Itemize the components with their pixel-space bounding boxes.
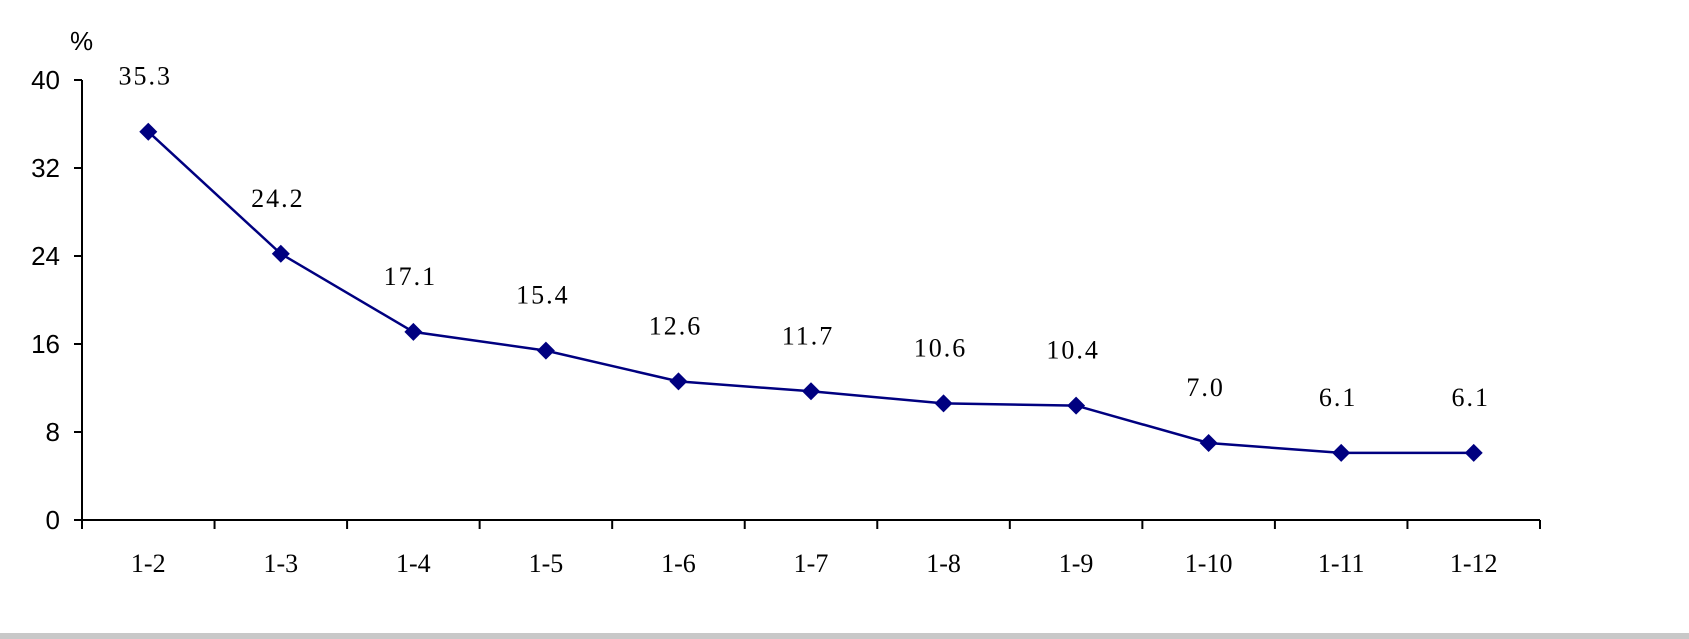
y-tick-label: 16 xyxy=(31,329,60,359)
data-point-marker xyxy=(802,382,820,401)
data-point-marker xyxy=(1199,434,1218,452)
y-axis-unit-label: % xyxy=(70,26,93,56)
x-tick-label: 1-3 xyxy=(263,549,298,578)
x-axis-ticks: 1-2 1-3 1-4 1-5 1-6 1-7 1-8 1-9 1-10 1-11 1-12 xyxy=(81,520,1541,578)
data-label: 12.6 xyxy=(649,311,703,340)
data-label: 7.0 xyxy=(1186,373,1225,402)
data-label: 24.2 xyxy=(251,184,305,213)
x-tick-label: 1-7 xyxy=(794,549,829,578)
data-label: 10.4 xyxy=(1046,336,1100,365)
x-tick-label: 1-2 xyxy=(131,549,166,578)
data-label: 6.1 xyxy=(1451,383,1490,412)
x-tick-label: 1-11 xyxy=(1318,549,1365,578)
data-series xyxy=(139,122,1483,462)
data-point-marker xyxy=(669,372,688,391)
x-tick-label: 1-10 xyxy=(1185,549,1233,578)
data-point-marker xyxy=(934,394,953,413)
data-label: 35.3 xyxy=(119,62,173,91)
axes xyxy=(81,80,1540,521)
data-point-marker xyxy=(536,341,555,360)
y-axis-ticks: 0 8 16 24 32 40 xyxy=(31,65,82,535)
data-label: 15.4 xyxy=(516,281,570,310)
series-line xyxy=(147,130,1474,455)
data-point-marker xyxy=(139,122,158,141)
data-point-marker xyxy=(1332,443,1351,462)
y-tick-label: 8 xyxy=(46,417,60,447)
data-point-marker xyxy=(1464,443,1483,462)
x-tick-label: 1-4 xyxy=(396,549,431,578)
x-tick-label: 1-8 xyxy=(926,549,961,578)
y-tick-label: 24 xyxy=(31,241,60,271)
bottom-border xyxy=(0,633,1689,639)
x-tick-label: 1-12 xyxy=(1450,549,1498,578)
data-label: 6.1 xyxy=(1319,383,1358,412)
x-tick-label: 1-5 xyxy=(529,549,564,578)
y-tick-label: 0 xyxy=(46,505,60,535)
data-labels: 35.3 24.2 17.1 15.4 12.6 11.7 10.6 10.4 7.0 6.1 6.… xyxy=(119,62,1490,412)
data-label: 10.6 xyxy=(914,333,968,362)
y-tick-label: 40 xyxy=(31,65,60,95)
data-point-marker xyxy=(271,244,290,263)
x-tick-label: 1-6 xyxy=(661,549,696,578)
x-tick-label: 1-9 xyxy=(1059,549,1094,578)
data-label: 11.7 xyxy=(782,321,835,350)
data-label: 17.1 xyxy=(384,262,438,291)
data-point-marker xyxy=(404,322,423,341)
y-tick-label: 32 xyxy=(31,153,60,183)
data-point-marker xyxy=(1067,396,1086,415)
